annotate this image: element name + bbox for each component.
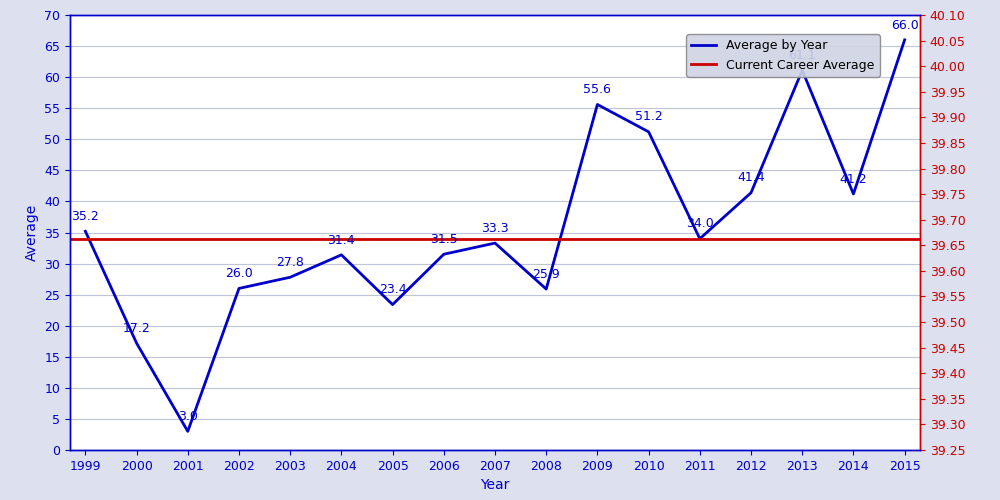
Text: 61.1: 61.1	[788, 49, 816, 62]
Legend: Average by Year, Current Career Average: Average by Year, Current Career Average	[686, 34, 880, 76]
Average by Year	[438, 251, 450, 257]
Average by Year	[182, 428, 194, 434]
Average by Year	[387, 302, 399, 308]
Y-axis label: Average: Average	[25, 204, 39, 261]
Text: 34.0: 34.0	[686, 218, 714, 230]
Text: 3.0: 3.0	[178, 410, 198, 423]
Text: 31.5: 31.5	[430, 233, 458, 246]
Text: 33.3: 33.3	[481, 222, 509, 234]
Average by Year	[745, 190, 757, 196]
Text: 55.6: 55.6	[583, 83, 611, 96]
Text: 27.8: 27.8	[276, 256, 304, 269]
Average by Year	[489, 240, 501, 246]
Text: 51.2: 51.2	[635, 110, 662, 124]
Text: 23.4: 23.4	[379, 284, 406, 296]
Average by Year	[899, 37, 911, 43]
Text: 41.2: 41.2	[840, 172, 867, 186]
Text: 17.2: 17.2	[123, 322, 150, 335]
Average by Year	[284, 274, 296, 280]
Average by Year	[131, 340, 143, 346]
Average by Year	[847, 191, 859, 197]
Average by Year	[540, 286, 552, 292]
Average by Year	[79, 228, 91, 234]
Text: 41.4: 41.4	[737, 172, 765, 184]
Text: 31.4: 31.4	[328, 234, 355, 246]
Average by Year	[233, 286, 245, 292]
X-axis label: Year: Year	[480, 478, 510, 492]
Line: Average by Year: Average by Year	[85, 40, 905, 432]
Average by Year	[796, 68, 808, 73]
Text: 25.9: 25.9	[532, 268, 560, 280]
Average by Year	[591, 102, 603, 107]
Text: 35.2: 35.2	[71, 210, 99, 223]
Text: 66.0: 66.0	[891, 18, 919, 32]
Text: 26.0: 26.0	[225, 267, 253, 280]
Average by Year	[643, 129, 655, 135]
Average by Year	[335, 252, 347, 258]
Average by Year	[694, 236, 706, 242]
